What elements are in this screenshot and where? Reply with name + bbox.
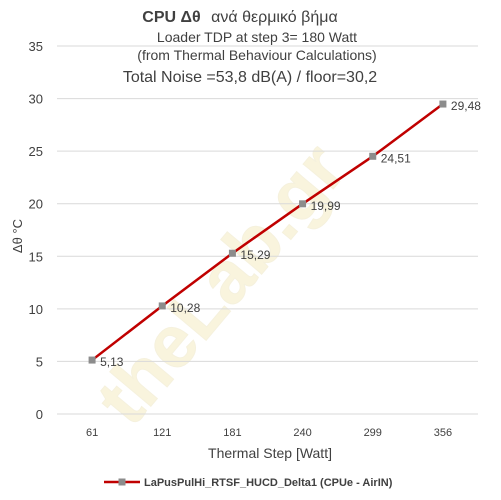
watermark-logo: theLab.gr [80, 127, 361, 440]
data-point [88, 356, 96, 364]
data-label: 15,29 [240, 248, 270, 262]
x-tick-label: 299 [364, 427, 382, 439]
data-label: 29,48 [451, 99, 481, 113]
y-tick-label: 35 [29, 39, 43, 54]
y-tick-label: 15 [29, 249, 43, 264]
data-label: 24,51 [381, 151, 411, 165]
x-tick-label: 61 [86, 427, 98, 439]
y-tick-label: 30 [29, 92, 43, 107]
y-axis-title: Δθ °C [10, 219, 25, 253]
data-label: 19,99 [311, 199, 341, 213]
y-tick-label: 0 [36, 407, 43, 422]
legend-entry: LaPusPulHi_RTSF_HUCD_Delta1 (CPUe - AirI… [144, 477, 393, 489]
chart-subtitle-2: (from Thermal Behaviour Calculations) [137, 47, 376, 63]
svg-text:theLab.gr: theLab.gr [80, 128, 360, 440]
x-tick-label: 121 [153, 427, 171, 439]
chart-title: CPU Δθ ανά θερμικό βήμα [142, 9, 337, 26]
x-tick-label: 240 [293, 427, 311, 439]
legend: LaPusPulHi_RTSF_HUCD_Delta1 (CPUe - AirI… [104, 477, 393, 489]
y-tick-label: 10 [29, 302, 43, 317]
chart-title-suffix: ανά θερμικό βήμα [211, 9, 338, 26]
chart-title-main: CPU Δθ [142, 9, 200, 26]
data-label: 10,28 [170, 301, 200, 315]
chart-subtitle-1: Loader TDP at step 3= 180 Watt [157, 29, 357, 45]
data-point [158, 302, 166, 310]
data-point [369, 152, 377, 160]
y-tick-labels: 0 5 10 15 20 25 30 35 [29, 39, 43, 422]
legend-marker-swatch [118, 478, 126, 486]
data-point [299, 200, 307, 208]
y-tick-label: 5 [36, 354, 43, 369]
x-tick-labels: 61 121 181 240 299 356 [86, 427, 452, 439]
series-group: 5,13 10,28 15,29 19,99 24,51 29,48 [88, 99, 481, 369]
x-tick-label: 356 [434, 427, 452, 439]
data-point [439, 100, 447, 108]
series-line [91, 103, 444, 362]
data-point [228, 249, 236, 257]
x-tick-label: 181 [223, 427, 241, 439]
data-label: 5,13 [100, 355, 124, 369]
y-tick-label: 25 [29, 144, 43, 159]
chart-noise-line: Total Noise =53,8 dB(A) / floor=30,2 [123, 69, 377, 86]
x-axis-title: Thermal Step [Watt] [208, 445, 332, 461]
y-tick-label: 20 [29, 197, 43, 212]
grid-lines [57, 45, 478, 415]
